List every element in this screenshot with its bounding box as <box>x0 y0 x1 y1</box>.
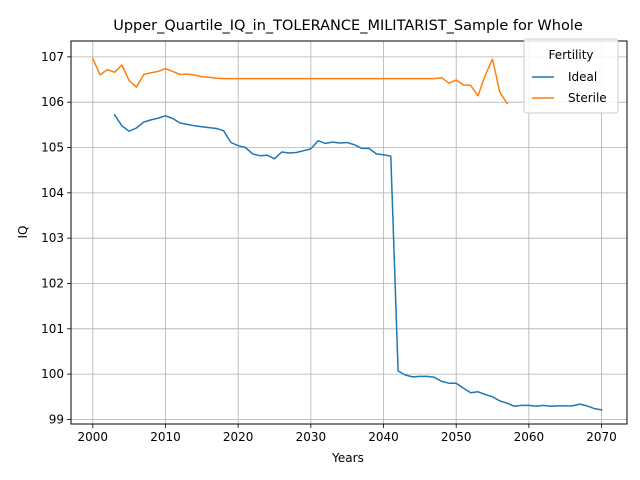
legend-title: Fertility <box>548 48 593 62</box>
plot-frame <box>70 40 628 425</box>
legend-label-ideal: Ideal <box>568 70 597 84</box>
legend: Fertility Ideal Sterile <box>523 38 619 114</box>
x-tick-label: 2000 <box>78 430 109 444</box>
axis-ticks: 2000 2010 2020 2030 2040 2050 2060 2070 99 100 101… <box>41 50 617 444</box>
x-axis-label: Years <box>331 451 364 465</box>
series-lines <box>91 57 603 411</box>
y-tick-label: 100 <box>41 367 64 381</box>
legend-label-sterile: Sterile <box>568 91 607 105</box>
x-tick-label: 2070 <box>586 430 617 444</box>
x-tick-label: 2020 <box>223 430 254 444</box>
x-tick-label: 2040 <box>368 430 399 444</box>
y-tick-label: 101 <box>41 322 64 336</box>
y-tick-label: 107 <box>41 50 64 64</box>
legend-box <box>523 38 619 114</box>
series-line-sterile <box>91 57 509 105</box>
grid-lines <box>71 41 627 424</box>
y-tick-label: 103 <box>41 231 64 245</box>
x-tick-label: 2050 <box>441 430 472 444</box>
y-tick-label: 102 <box>41 276 64 290</box>
y-tick-label: 104 <box>41 186 64 200</box>
chart-title: Upper_Quartile_IQ_in_TOLERANCE_MILITARIS… <box>113 18 583 34</box>
y-tick-label: 106 <box>41 95 64 109</box>
x-tick-label: 2010 <box>150 430 181 444</box>
y-tick-label: 105 <box>41 141 64 155</box>
x-tick-label: 2060 <box>514 430 545 444</box>
y-axis-label: IQ <box>16 226 30 239</box>
y-tick-label: 99 <box>49 412 64 426</box>
series-line-ideal <box>113 113 603 411</box>
x-tick-label: 2030 <box>296 430 327 444</box>
